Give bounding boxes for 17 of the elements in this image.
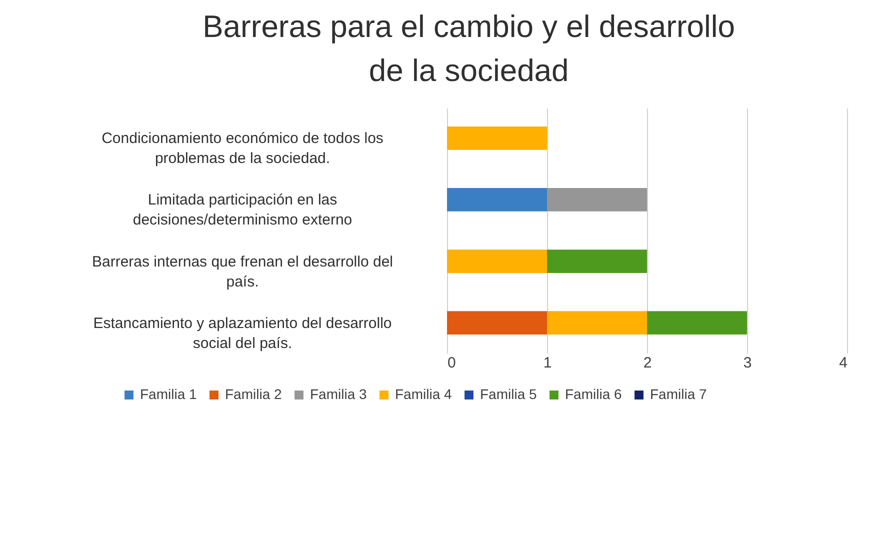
- x-tick-label: 2: [643, 354, 652, 372]
- x-tick-label: 4: [839, 354, 848, 372]
- legend-label: Familia 6: [565, 386, 622, 402]
- y-tick-label: Limitada participación en las decisiones/determinismo externo: [132, 192, 352, 229]
- y-tick-label: Condicionamiento económico de todos los problemas de la sociedad.: [102, 130, 384, 168]
- legend-label: Familia 5: [480, 386, 538, 402]
- chart-title: Barreras para el cambio y el desarrollo de la sociedad: [202, 9, 736, 88]
- x-tick-label: 1: [543, 354, 552, 372]
- legend-label: Familia 4: [395, 386, 452, 402]
- legend-label: Familia 1: [140, 386, 198, 402]
- y-tick-label: Barreras internas que frenan el desarrollo del país.: [92, 253, 394, 290]
- legend-label: Familia 3: [310, 386, 368, 402]
- x-tick-label: 0: [448, 354, 456, 372]
- y-tick-label: Estancamiento y aplazamiento del desarrollo social del país.: [93, 314, 392, 352]
- legend-label: Familia 2: [225, 386, 282, 402]
- legend-label: Familia 7: [650, 386, 708, 402]
- x-tick-label: 3: [743, 354, 752, 372]
